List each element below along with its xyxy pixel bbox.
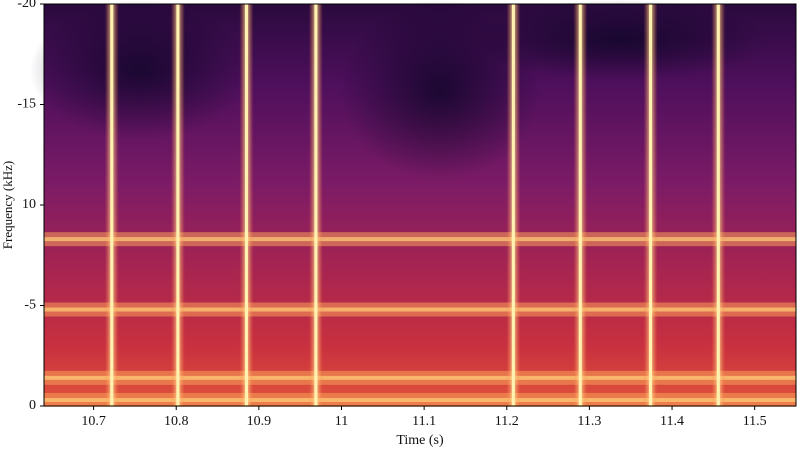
y-tick-label: -15 (17, 97, 36, 112)
y-tick-label: -20 (17, 0, 36, 11)
x-tick-label: 11.2 (495, 414, 519, 429)
marks (44, 4, 796, 407)
x-tick-label: 10.9 (247, 414, 272, 429)
y-tick-label: -5 (24, 298, 36, 313)
x-axis-label: Time (s) (396, 433, 444, 448)
y-tick-label: 0 (29, 398, 36, 413)
y-axis-label: Frequency (kHz) (0, 161, 15, 249)
x-tick-label: 11.1 (412, 414, 436, 429)
x-tick-label: 10.8 (164, 414, 189, 429)
x-tick-label: 11 (335, 414, 348, 429)
x-tick-label: 11.4 (660, 414, 684, 429)
low-energy-region (30, 0, 250, 140)
y-tick-label: 10 (22, 197, 36, 212)
x-tick-label: 11.3 (577, 414, 601, 429)
x-tick-label: 11.5 (743, 414, 767, 429)
x-tick-label: 10.7 (81, 414, 106, 429)
low-energy-region (470, 0, 770, 80)
